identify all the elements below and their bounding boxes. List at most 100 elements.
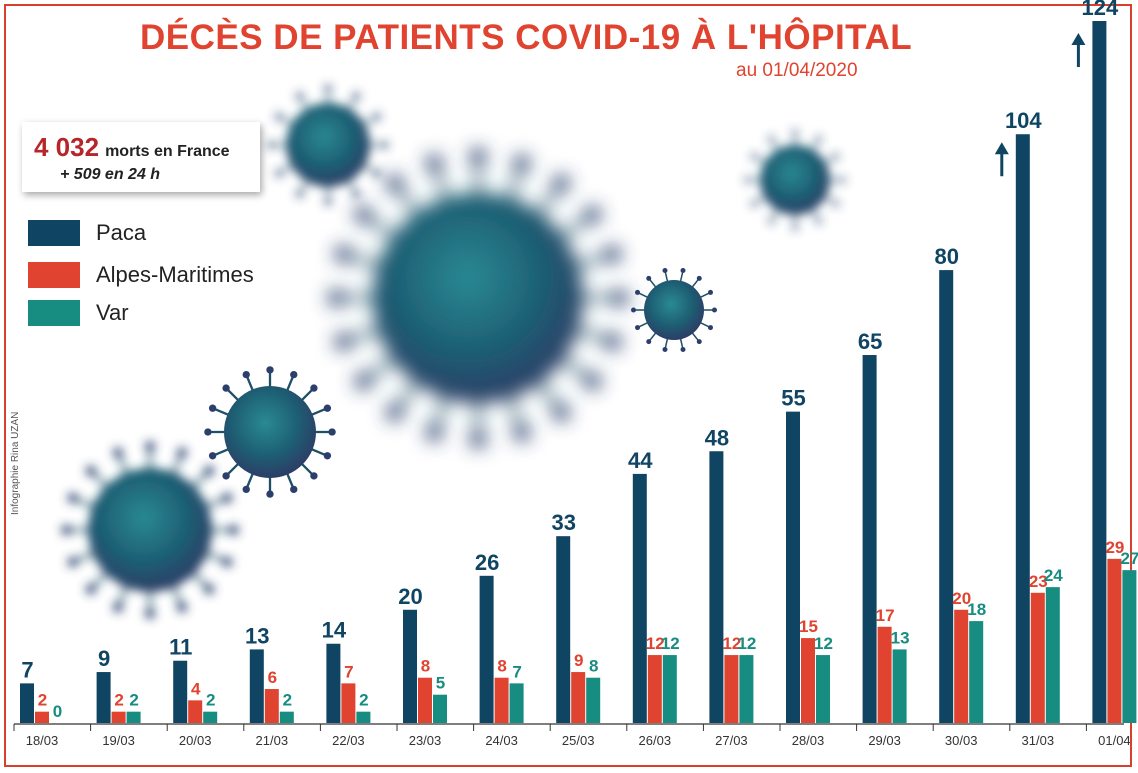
value-label-paca-18-03: 7 [21, 657, 33, 682]
bar-alpes-maritimes-24-03 [494, 677, 509, 723]
bar-paca-21-03 [249, 649, 264, 723]
bar-alpes-maritimes-21-03 [264, 689, 279, 723]
value-label-var-27-03: 12 [737, 634, 756, 653]
bar-var-24-03 [509, 683, 524, 723]
value-label-paca-01-04: 124 [1082, 0, 1119, 20]
virus-left-blurred-icon [61, 441, 239, 619]
bar-var-23-03 [433, 694, 447, 723]
x-tick-label-28-03: 28/03 [792, 733, 825, 748]
value-label-var-23-03: 5 [436, 674, 445, 693]
legend-swatch-alpes-maritimes [28, 262, 80, 288]
bar-var-25-03 [586, 677, 601, 723]
value-label-alpes-maritimes-27-03: 12 [722, 634, 741, 653]
x-tick-label-24-03: 24/03 [485, 733, 518, 748]
bar-paca-28-03 [786, 411, 800, 723]
value-label-alpes-maritimes-26-03: 12 [646, 634, 665, 653]
x-tick-label-22-03: 22/03 [332, 733, 365, 748]
value-label-paca-24-03: 26 [475, 550, 499, 575]
bar-paca-27-03 [709, 451, 724, 723]
value-label-var-26-03: 12 [661, 634, 680, 653]
bar-alpes-maritimes-31-03 [1030, 592, 1045, 723]
bar-var-29-03 [892, 649, 907, 723]
legend-label-alpes-maritimes: Alpes-Maritimes [96, 262, 254, 287]
total-deaths-box: 4 032 morts en France + 509 en 24 h [22, 122, 260, 192]
legend-label-var: Var [96, 300, 129, 325]
daily-increase: + 509 en 24 h [60, 166, 161, 183]
total-deaths-label: morts en France [105, 143, 230, 160]
value-label-alpes-maritimes-18-03: 2 [38, 691, 47, 710]
x-tick-label-27-03: 27/03 [715, 733, 748, 748]
total-deaths-value: 4 032 [34, 132, 100, 162]
x-tick-label-18-03: 18/03 [26, 733, 59, 748]
bar-alpes-maritimes-22-03 [341, 683, 356, 723]
value-label-alpes-maritimes-30-03: 20 [952, 589, 971, 608]
bar-alpes-maritimes-20-03 [188, 700, 203, 723]
bar-var-31-03 [1045, 587, 1060, 723]
bar-var-28-03 [816, 655, 830, 723]
value-label-alpes-maritimes-29-03: 17 [876, 606, 895, 625]
virus-illustrations [61, 84, 846, 619]
value-label-alpes-maritimes-31-03: 23 [1029, 572, 1048, 591]
total-line: 4 032 morts en France [34, 132, 230, 163]
bar-var-21-03 [279, 711, 294, 723]
bar-paca-18-03 [20, 683, 34, 723]
value-label-var-25-03: 8 [589, 657, 598, 676]
value-label-var-18-03: 0 [53, 702, 62, 721]
value-label-alpes-maritimes-20-03: 4 [191, 679, 201, 698]
bar-var-26-03 [662, 655, 677, 723]
bars-group [20, 21, 1137, 723]
value-label-paca-31-03: 104 [1005, 108, 1042, 133]
value-label-alpes-maritimes-28-03: 15 [799, 617, 818, 636]
bar-alpes-maritimes-30-03 [954, 609, 969, 723]
bar-alpes-maritimes-29-03 [877, 626, 892, 723]
value-label-alpes-maritimes-25-03: 9 [574, 651, 583, 670]
value-label-var-29-03: 13 [891, 628, 910, 647]
value-label-var-31-03: 24 [1044, 566, 1063, 585]
bar-paca-20-03 [173, 660, 188, 723]
bar-alpes-maritimes-01-04 [1107, 558, 1122, 723]
bar-alpes-maritimes-28-03 [801, 638, 815, 723]
bar-paca-01-04 [1092, 21, 1107, 723]
x-tick-label-29-03: 29/03 [868, 733, 901, 748]
bar-paca-31-03 [1015, 134, 1030, 723]
bar-alpes-maritimes-26-03 [647, 655, 662, 723]
virus-top-blurred-icon [267, 84, 389, 206]
bar-alpes-maritimes-27-03 [724, 655, 739, 723]
x-tick-label-25-03: 25/03 [562, 733, 595, 748]
x-tick-label-21-03: 21/03 [256, 733, 289, 748]
bar-alpes-maritimes-18-03 [35, 711, 49, 723]
x-tick-label-23-03: 23/03 [409, 733, 442, 748]
bar-var-22-03 [356, 711, 371, 723]
value-label-paca-28-03: 55 [781, 386, 805, 411]
bar-paca-19-03 [96, 672, 111, 723]
value-label-var-30-03: 18 [967, 600, 986, 619]
value-label-paca-27-03: 48 [705, 425, 729, 450]
x-tick-label-26-03: 26/03 [639, 733, 672, 748]
value-label-alpes-maritimes-21-03: 6 [268, 668, 277, 687]
value-label-paca-29-03: 65 [858, 329, 882, 354]
virus-sharp-icon [204, 366, 336, 498]
virus-large-blurred-icon [327, 147, 629, 449]
value-label-var-24-03: 7 [512, 662, 521, 681]
bar-paca-25-03 [556, 536, 571, 723]
x-axis: 18/03 19/03 20/03 21/03 22/03 23/03 24/03 25/03… [13, 723, 1131, 748]
x-tick-label-31-03: 31/03 [1022, 733, 1055, 748]
value-label-paca-22-03: 14 [322, 618, 347, 643]
arrow-up-icon [1071, 33, 1086, 67]
value-label-alpes-maritimes-23-03: 8 [421, 657, 430, 676]
virus-right-blurred-icon [744, 129, 846, 231]
value-label-alpes-maritimes-19-03: 2 [114, 691, 123, 710]
value-label-var-28-03: 12 [814, 634, 833, 653]
bar-paca-26-03 [632, 473, 647, 723]
value-label-paca-19-03: 9 [98, 646, 110, 671]
bar-var-20-03 [203, 711, 218, 723]
value-label-var-19-03: 2 [129, 691, 138, 710]
value-label-paca-25-03: 33 [551, 510, 575, 535]
bar-paca-23-03 [403, 609, 417, 723]
bar-var-19-03 [126, 711, 141, 723]
bar-alpes-maritimes-19-03 [111, 711, 126, 723]
value-label-alpes-maritimes-24-03: 8 [497, 657, 506, 676]
value-label-var-21-03: 2 [283, 691, 292, 710]
